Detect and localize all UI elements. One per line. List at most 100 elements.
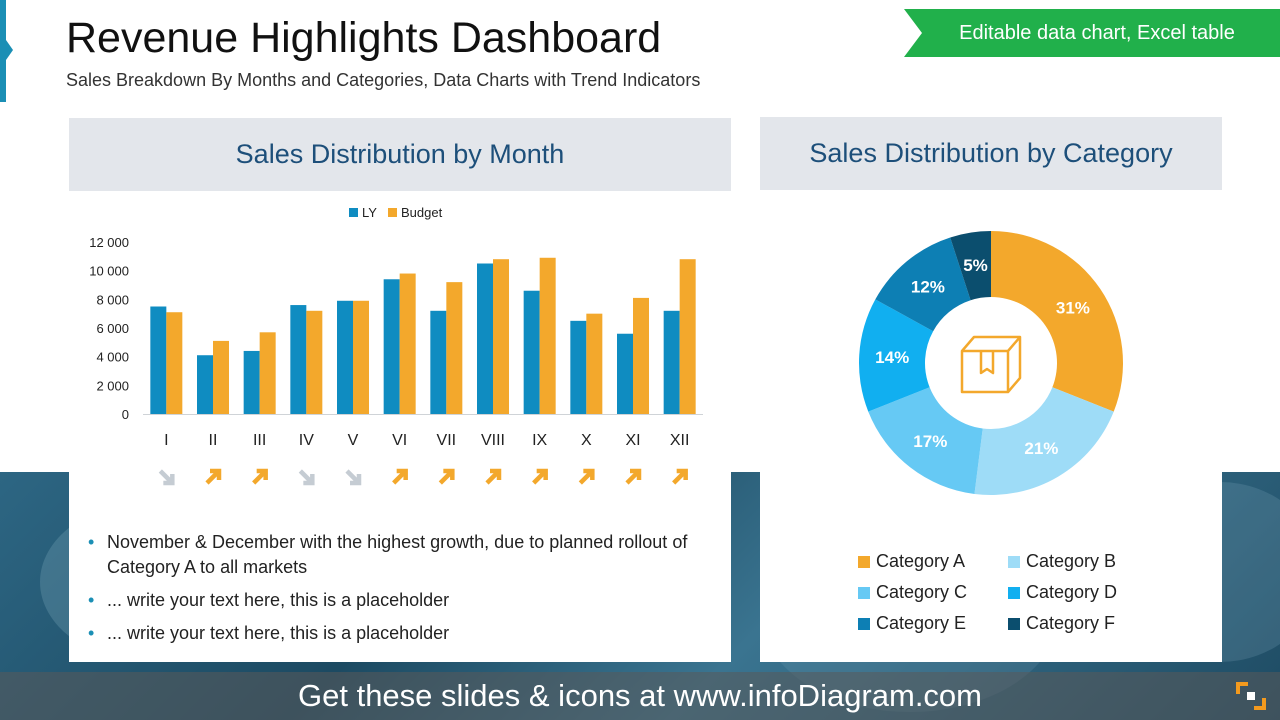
category-chart-panel (760, 117, 1222, 662)
bar-ly-I (150, 306, 167, 414)
footer-banner: Get these slides & icons at www.infoDiag… (0, 672, 1280, 720)
category-donut-chart: 31% 21% 17% 14% 12% 5% (859, 231, 1123, 495)
y-tick-label: 8 000 (96, 292, 129, 307)
x-tick-label: XII (670, 432, 690, 449)
bar-ly-XII (663, 310, 680, 414)
bullet-text: ... write your text here, this is a plac… (107, 590, 450, 610)
y-tick-label: 10 000 (89, 264, 129, 279)
bullet-dot-icon: • (88, 532, 95, 552)
trend-down-arrow-icon (298, 469, 315, 486)
y-tick-label: 4 000 (96, 350, 129, 365)
legend-swatch (1008, 586, 1020, 599)
x-tick-label: IV (299, 432, 314, 449)
legend-item-category-d: Category D (1008, 582, 1117, 603)
y-tick-label: 0 (122, 407, 129, 422)
bar-ly-II (197, 355, 213, 414)
trend-down-arrow-icon (345, 469, 362, 486)
x-tick-label: VI (392, 432, 407, 449)
donut-slice-category-c (868, 387, 983, 494)
donut-slice-category-e (875, 237, 971, 332)
donut-slice-category-d (859, 299, 934, 412)
x-tick-label: II (209, 432, 218, 449)
bar-budget-IX (539, 257, 556, 414)
x-tick-label: V (348, 432, 359, 449)
bar-budget-III (259, 332, 276, 414)
trend-up-arrow-icon (532, 468, 548, 485)
legend-swatch-ly (349, 208, 358, 217)
trend-down-arrow-icon (158, 469, 175, 486)
legend-swatch (858, 555, 870, 568)
insight-bullets: • November & December with the highest gr… (85, 530, 705, 654)
x-tick-label: III (253, 432, 266, 449)
legend-item-category-c: Category C (858, 582, 967, 603)
title-accent-arrow (6, 40, 13, 60)
legend-label: Category E (876, 613, 967, 633)
bar-budget-V (353, 300, 369, 414)
legend-label-budget: Budget (401, 205, 443, 220)
x-tick-label: X (581, 432, 592, 449)
trend-up-arrow-icon (625, 468, 642, 485)
donut-value-label: 21% (1024, 439, 1058, 458)
donut-value-label: 31% (1056, 298, 1090, 317)
bar-ly-VII (430, 310, 447, 414)
bar-ly-V (337, 300, 353, 414)
title-accent-bar (0, 0, 6, 102)
legend-swatch (858, 586, 870, 599)
bar-budget-XI (633, 297, 649, 414)
trend-up-arrow-icon (438, 468, 455, 485)
infodiagram-logo-icon (1236, 682, 1266, 710)
legend-swatch (1008, 617, 1020, 630)
bullet-item: • ... write your text here, this is a pla… (85, 621, 705, 646)
legend-item-category-a: Category A (858, 551, 965, 572)
trend-up-arrow-icon (392, 468, 408, 485)
y-tick-label: 12 000 (89, 235, 129, 250)
bullet-item: • November & December with the highest gr… (85, 530, 705, 580)
legend-item-category-b: Category B (1008, 551, 1116, 572)
month-bar-chart: LY Budget 0 2 000 4 000 6 000 8 000 10 000 12 00… (89, 205, 703, 486)
bar-budget-XII (679, 259, 696, 414)
trend-up-arrow-icon (672, 468, 688, 485)
bullet-text: November & December with the highest gro… (107, 532, 688, 577)
legend-label-ly: LY (362, 205, 377, 220)
y-tick-label: 6 000 (96, 321, 129, 336)
bar-ly-IX (523, 290, 540, 414)
legend-label: Category D (1026, 582, 1118, 602)
y-tick-label: 2 000 (96, 378, 129, 393)
bar-budget-VII (446, 282, 463, 414)
donut-value-label: 12% (911, 278, 945, 297)
legend-label: Category A (876, 551, 966, 571)
category-chart-heading: Sales Distribution by Category (760, 117, 1222, 190)
bar-ly-III (243, 350, 260, 414)
legend-label: Category F (1026, 613, 1116, 633)
bar-budget-II (213, 340, 229, 414)
x-tick-label: IX (532, 432, 547, 449)
legend-swatch (1008, 555, 1020, 568)
donut-slice-category-f (950, 231, 991, 301)
month-chart-heading: Sales Distribution by Month (69, 118, 731, 191)
donut-value-label: 5% (963, 256, 988, 275)
legend-item-category-f: Category F (1008, 613, 1115, 634)
bar-ly-VIII (477, 263, 493, 414)
legend-label: Category B (1026, 551, 1117, 571)
page-subtitle: Sales Breakdown By Months and Categories… (66, 70, 701, 90)
bar-budget-IV (306, 310, 323, 414)
bullet-item: • ... write your text here, this is a pla… (85, 588, 705, 613)
trend-up-arrow-icon (205, 468, 222, 485)
donut-slice-category-a (991, 231, 1123, 412)
x-tick-label: I (164, 432, 168, 449)
bullet-dot-icon: • (88, 590, 95, 610)
donut-value-label: 17% (913, 432, 947, 451)
page-title: Revenue Highlights Dashboard (66, 14, 662, 62)
bar-ly-IV (290, 305, 307, 414)
bullet-dot-icon: • (88, 623, 95, 643)
editable-chart-badge: Editable data chart, Excel table (904, 9, 1280, 57)
donut-value-label: 14% (875, 348, 909, 367)
trend-up-arrow-icon (252, 468, 268, 485)
bar-budget-X (586, 313, 603, 414)
legend-swatch (858, 617, 870, 630)
box-icon (960, 335, 1022, 394)
trend-up-arrow-icon (578, 468, 595, 485)
donut-slice-category-b (974, 387, 1114, 495)
bar-ly-VI (383, 279, 400, 414)
legend-label: Category C (876, 582, 968, 602)
